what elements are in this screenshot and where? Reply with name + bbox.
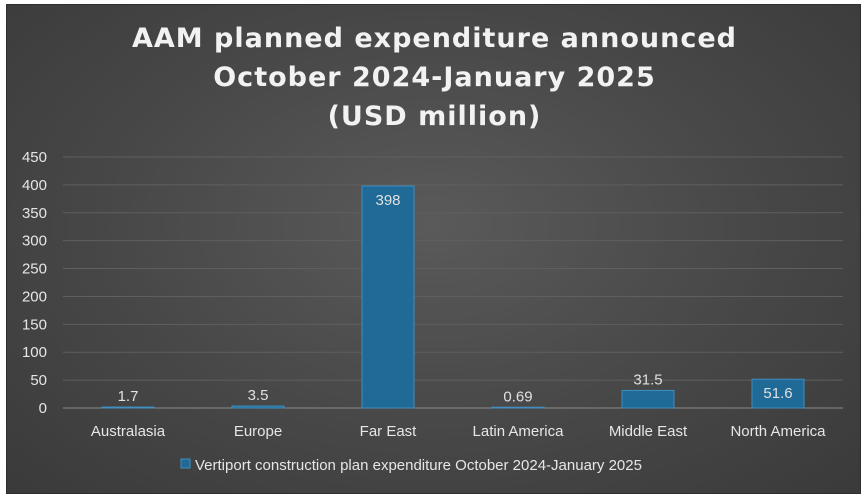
bar — [751, 378, 805, 409]
y-tick-label: 300 — [22, 233, 47, 250]
data-label: 31.5 — [633, 371, 662, 388]
data-label: 51.6 — [763, 385, 792, 402]
y-tick-label: 100 — [22, 344, 47, 361]
data-label: 398 — [375, 192, 400, 209]
data-label: 3.5 — [248, 387, 269, 404]
data-label: 1.7 — [118, 388, 139, 405]
chart-title: AAM planned expenditure announced Octobe… — [7, 19, 862, 136]
x-tick-label: Middle East — [609, 423, 688, 440]
legend-label: Vertiport construction plan expenditure … — [195, 457, 642, 474]
bar — [231, 405, 285, 409]
y-tick-label: 350 — [22, 205, 47, 222]
chart-title-line-3: (USD million) — [327, 101, 542, 132]
y-tick-label: 450 — [22, 149, 47, 166]
chart-title-line-2: October 2024-January 2025 — [213, 62, 656, 93]
bar — [491, 406, 545, 409]
data-label: 0.69 — [503, 389, 532, 406]
y-tick-label: 200 — [22, 288, 47, 305]
x-tick-label: Latin America — [473, 423, 565, 440]
bar — [101, 406, 155, 409]
bar — [621, 389, 675, 409]
bar — [361, 185, 415, 409]
bar-chart: 0 50 100 150 200 250 300 350 400 450 1.7 Australasi… — [22, 149, 843, 474]
x-tick-label: North America — [730, 423, 826, 440]
y-tick-label: 50 — [30, 372, 47, 389]
y-tick-label: 400 — [22, 177, 47, 194]
x-tick-label: Europe — [234, 423, 282, 440]
y-tick-label: 250 — [22, 261, 47, 278]
chart-title-line-1: AAM planned expenditure announced — [132, 23, 737, 54]
chart-area: AAM planned expenditure announced Octobe… — [6, 4, 861, 494]
y-tick-label: 150 — [22, 316, 47, 333]
y-tick-label: 0 — [39, 400, 47, 417]
legend-swatch — [180, 458, 191, 469]
x-tick-label: Far East — [360, 423, 418, 440]
x-tick-label: Australasia — [91, 423, 166, 440]
